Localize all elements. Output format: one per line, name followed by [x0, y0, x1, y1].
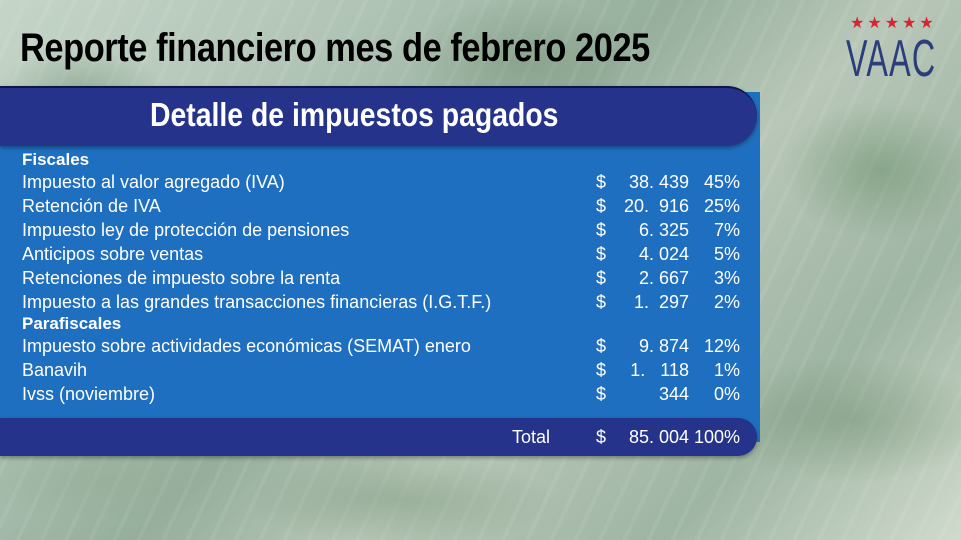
tax-label: Impuesto a las grandes transacciones fin… — [22, 292, 492, 312]
tax-amount: 38. 439 — [628, 172, 689, 192]
tax-row: Retención de IVA $20. 916 25% — [0, 194, 760, 218]
tax-percentage: 7% — [713, 220, 740, 240]
star-icon: ★ — [867, 15, 882, 32]
tax-label: Ivss (noviembre) — [22, 384, 156, 404]
tax-label: Impuesto sobre actividades económicas (S… — [22, 336, 471, 356]
tax-currency: $ — [596, 384, 607, 404]
tax-row: Banavih $1. 118 1% — [0, 358, 760, 382]
tax-amount: 1. 118 — [630, 360, 689, 380]
page-title: Reporte financiero mes de febrero 2025 — [20, 26, 650, 70]
tax-currency: $ — [596, 172, 607, 192]
tax-row: Impuesto sobre actividades económicas (S… — [0, 334, 760, 358]
tax-row: Ivss (noviembre) $344 0% — [0, 382, 760, 406]
section-heading: Parafiscales — [0, 314, 760, 334]
star-icon: ★ — [850, 15, 865, 32]
tax-currency: $ — [596, 220, 607, 240]
tax-percentage: 25% — [703, 196, 740, 216]
star-icon: ★ — [902, 15, 917, 32]
total-bar — [0, 418, 757, 456]
taxes-list: Fiscales Impuesto al valor agregado (IVA)… — [0, 150, 760, 406]
tax-percentage: 1% — [713, 360, 740, 380]
tax-label: Impuesto ley de protección de pensiones — [22, 220, 350, 240]
tax-row: Impuesto al valor agregado (IVA) $38. 439… — [0, 170, 760, 194]
tax-amount: 20. 916 — [623, 196, 689, 216]
tax-label: Impuesto al valor agregado (IVA) — [22, 172, 285, 192]
total-percentage: 100% — [693, 427, 740, 447]
tax-row: Anticipos sobre ventas $4. 024 5% — [0, 242, 760, 266]
section-subtitle: Detalle de impuestos pagados — [150, 96, 559, 133]
total-row: Total $ 85. 004 100% — [0, 425, 760, 449]
tax-row: Retenciones de impuesto sobre la renta $2… — [0, 266, 760, 290]
star-icon: ★ — [884, 15, 900, 32]
tax-row: Impuesto a las grandes transacciones fin… — [0, 290, 760, 314]
total-amount: 85. 004 — [628, 427, 689, 447]
section-heading-label: Parafiscales — [22, 314, 122, 333]
star-icon: ★ — [919, 15, 934, 32]
logo-stars: ★ ★ ★ ★ ★ — [846, 16, 946, 32]
tax-currency: $ — [596, 268, 607, 288]
tax-label: Retención de IVA — [22, 196, 161, 216]
taxes-panel — [0, 92, 760, 442]
tax-row: Impuesto ley de protección de pensiones $… — [0, 218, 760, 242]
tax-currency: $ — [596, 244, 607, 264]
section-heading: Fiscales — [0, 150, 760, 170]
tax-amount: 4. 024 — [638, 244, 689, 264]
tax-amount: 344 — [658, 384, 689, 404]
tax-percentage: 12% — [703, 336, 740, 356]
logo-text: VAAC — [846, 30, 937, 88]
total-currency: $ — [596, 427, 607, 447]
total-label: Total — [512, 427, 551, 447]
tax-currency: $ — [596, 196, 607, 216]
tax-label: Banavih — [22, 360, 88, 380]
tax-amount: 1. 297 — [633, 292, 689, 312]
tax-amount: 9. 874 — [638, 336, 689, 356]
tax-percentage: 0% — [713, 384, 740, 404]
vaac-logo: ★ ★ ★ ★ ★ VAAC — [846, 16, 946, 91]
tax-label: Retenciones de impuesto sobre la renta — [22, 268, 341, 288]
tax-percentage: 3% — [713, 268, 740, 288]
section-heading-label: Fiscales — [22, 150, 90, 169]
subtitle-bar — [0, 86, 757, 146]
tax-currency: $ — [596, 292, 607, 312]
tax-amount: 2. 667 — [638, 268, 689, 288]
tax-amount: 6. 325 — [638, 220, 689, 240]
tax-currency: $ — [596, 360, 607, 380]
tax-percentage: 5% — [713, 244, 740, 264]
tax-currency: $ — [596, 336, 607, 356]
tax-percentage: 2% — [713, 292, 740, 312]
tax-label: Anticipos sobre ventas — [22, 244, 204, 264]
tax-percentage: 45% — [703, 172, 740, 192]
